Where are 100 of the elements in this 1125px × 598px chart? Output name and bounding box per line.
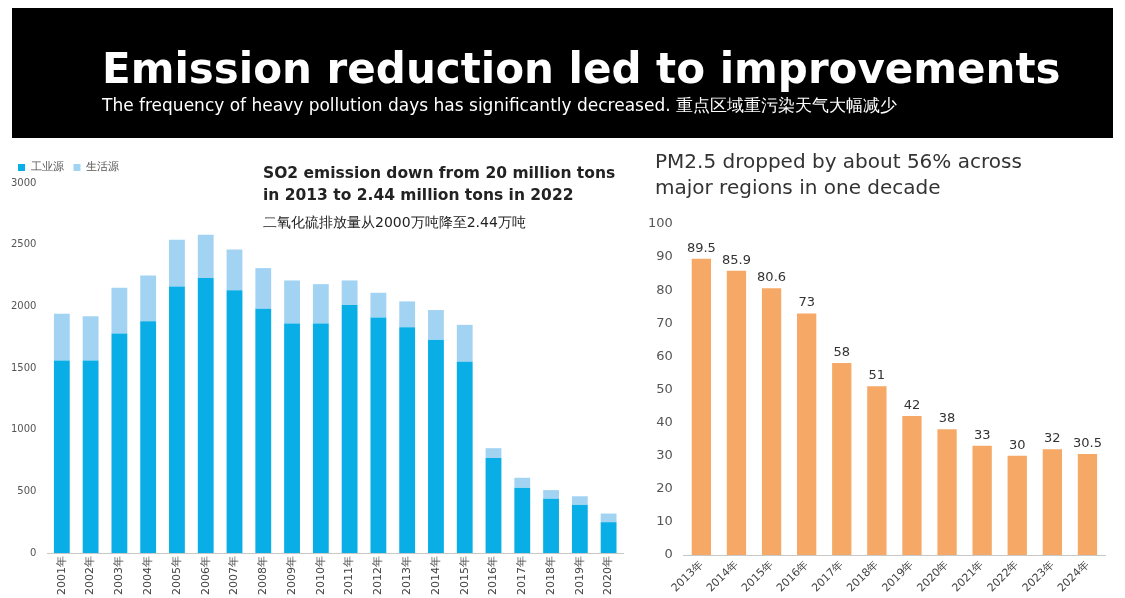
x-tick-label: 2002年: [83, 556, 97, 596]
data-label: 42: [903, 396, 921, 412]
x-tick-label: 2013年: [400, 556, 414, 596]
legend-label: 工业源: [30, 160, 64, 174]
x-tick-label: 2005年: [169, 556, 183, 596]
bar: [726, 270, 747, 556]
bar: [197, 234, 214, 278]
bar: [370, 317, 387, 554]
bar: [514, 477, 531, 488]
bar: [456, 361, 473, 554]
bar: [571, 496, 588, 505]
y-tick-label: 60: [656, 347, 673, 363]
bar: [284, 323, 300, 554]
bar: [111, 287, 128, 334]
x-tick-label: 2009年: [284, 556, 298, 596]
x-tick-label: 2011年: [342, 556, 356, 596]
x-tick-label: 2016年: [486, 556, 500, 596]
x-tick-label: 2014年: [428, 556, 442, 596]
x-tick-label: 2008年: [256, 556, 270, 596]
y-tick-label: 20: [656, 480, 673, 496]
x-tick-label: 2003年: [112, 556, 126, 596]
bar: [571, 504, 588, 554]
bar: [140, 321, 157, 554]
legend-label: 生活源: [86, 160, 119, 174]
bar: [399, 301, 416, 328]
bar: [543, 490, 559, 499]
bar: [867, 386, 887, 556]
y-tick-label: 0: [30, 546, 37, 558]
bar: [255, 308, 272, 554]
x-tick-label: 2018年: [543, 556, 557, 596]
bar: [53, 313, 70, 361]
x-tick-label: 2015年: [457, 556, 471, 596]
y-tick-label: 50: [656, 380, 673, 396]
data-label: 58: [833, 343, 851, 359]
x-tick-label: 2010年: [313, 556, 327, 596]
bar: [543, 498, 559, 554]
y-tick-label: 100: [647, 215, 673, 231]
y-tick-label: 30: [656, 447, 673, 463]
bar: [600, 513, 617, 523]
bar: [140, 275, 157, 322]
y-tick-label: 1000: [11, 423, 37, 435]
bar: [53, 360, 70, 554]
data-label: 80.6: [757, 269, 787, 285]
bar: [284, 280, 300, 324]
bar: [761, 288, 782, 556]
bar: [226, 249, 243, 291]
bar: [485, 458, 502, 554]
bar: [169, 239, 185, 287]
bar: [428, 310, 444, 340]
y-tick-label: 2000: [11, 299, 37, 311]
bar: [600, 522, 617, 554]
text: The frequency of heavy pollution days has significantly decreased. 重点区域重污染天气大幅减少: [102, 94, 898, 117]
text: Emission reduction led to improvements: [102, 44, 1062, 93]
bar: [428, 339, 444, 554]
bar: [972, 445, 992, 556]
chart-title: SO2 emission down from 20 million tons in 2013 to 2.44 million tons in 2022: [263, 163, 617, 206]
data-label: 30: [1008, 436, 1026, 452]
bar: [111, 333, 128, 554]
bar: [82, 316, 99, 361]
y-tick-label: 80: [656, 281, 673, 297]
x-tick-label: 2020年: [601, 556, 615, 596]
data-label: 33: [973, 426, 991, 442]
bar: [485, 448, 502, 459]
bar: [169, 286, 185, 554]
bar: [797, 313, 817, 556]
bar: [197, 277, 214, 554]
bar: [514, 487, 531, 554]
bar: [1007, 455, 1027, 556]
bar: [82, 360, 99, 554]
y-tick-label: 1500: [11, 361, 37, 373]
x-tick-label: 2019年: [572, 556, 586, 596]
bar: [370, 292, 387, 318]
data-label: 30.5: [1072, 434, 1102, 450]
x-tick-label: 2001年: [54, 556, 68, 596]
data-label: 73: [798, 294, 815, 310]
bar: [902, 416, 922, 556]
bar: [832, 363, 852, 556]
x-tick-label: 2012年: [371, 556, 385, 596]
chart-title: PM2.5 dropped by about 56% across major regions in one decade: [654, 148, 1023, 201]
bar: [691, 258, 712, 556]
data-label: 32: [1044, 430, 1061, 446]
bar: [312, 323, 329, 554]
bar: [1077, 454, 1098, 556]
x-tick-label: 2007年: [227, 556, 241, 596]
y-tick-label: 10: [656, 513, 673, 529]
y-tick-label: 3000: [11, 176, 37, 188]
bar: [456, 324, 473, 362]
data-label: 38: [938, 410, 956, 426]
data-label: 89.5: [686, 239, 716, 255]
bar: [341, 280, 358, 306]
data-label: 51: [868, 367, 886, 383]
bar: [937, 429, 957, 556]
bar: [341, 305, 358, 554]
bar: [255, 268, 272, 309]
x-tick-label: 2017年: [515, 556, 529, 596]
bar: [226, 290, 243, 554]
y-tick-label: 500: [17, 484, 37, 496]
x-tick-label: 2006年: [198, 556, 212, 596]
bar: [312, 284, 329, 324]
y-tick-label: 70: [656, 314, 673, 330]
